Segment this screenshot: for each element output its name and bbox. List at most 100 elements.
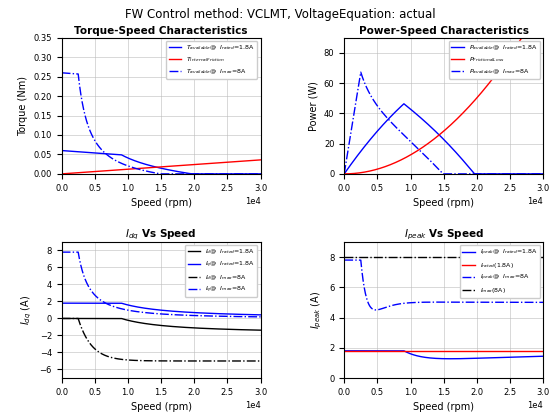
- $T_{InternalFriction}$: [257, 158, 264, 163]
- $I_{peak}$@  $I_{max}$=8A: [536, 300, 543, 305]
- $I_{peak}$@  $I_{rated}$=1.8A: [375, 348, 382, 353]
- $I_{peak}$@  $I_{max}$=8A: [426, 299, 432, 304]
- $P_{FrictionalLoss}$: [515, 41, 521, 46]
- $I_q$@  $I_{rated}$=1.8A: [58, 301, 65, 306]
- $I_{peak}$@  $I_{rated}$=1.8A: [536, 354, 543, 359]
- $T_{InternalFriction}$: [93, 169, 100, 174]
- $I_d$@  $I_{rated}$=1.8A: [58, 316, 65, 321]
- X-axis label: Speed (rpm): Speed (rpm): [130, 198, 192, 208]
- $T_{available}$@  $I_{rated}$=1.8A: [134, 159, 141, 164]
- $T_{InternalFriction}$: [58, 171, 65, 176]
- $T_{available}$@  $I_{max}$=8A: [232, 171, 239, 176]
- Line: $T_{available}$@  $I_{max}$=8A: $T_{available}$@ $I_{max}$=8A: [62, 73, 260, 174]
- Text: FW Control method: VCLMT, VoltageEquation: actual: FW Control method: VCLMT, VoltageEquatio…: [125, 8, 435, 21]
- $I_d$@  $I_{rated}$=1.8A: [253, 328, 260, 333]
- Line: $T_{InternalFriction}$: $T_{InternalFriction}$: [62, 160, 260, 174]
- $I_q$@  $I_{rated}$=1.8A: [253, 312, 260, 317]
- $I_q$@  $I_{rated}$=1.8A: [257, 312, 264, 318]
- Title: Torque-Speed Characteristics: Torque-Speed Characteristics: [74, 26, 248, 36]
- $P_{available}$@  $I_{rated}$=1.8A: [417, 115, 424, 120]
- $P_{available}$@  $I_{max}$=8A: [536, 171, 543, 176]
- $I_q$@  $I_{max}$=8A: [232, 314, 239, 319]
- $T_{InternalFriction}$: [81, 170, 88, 175]
- Y-axis label: Power (W): Power (W): [309, 81, 318, 131]
- $I_{peak}$@  $I_{max}$=8A: [540, 300, 547, 305]
- $I_{peak}$@  $I_{rated}$=1.8A: [426, 355, 432, 360]
- $P_{available}$@  $I_{rated}$=1.8A: [515, 171, 521, 176]
- $T_{available}$@  $I_{max}$=8A: [257, 171, 264, 176]
- Y-axis label: $I_{peak}$ (A): $I_{peak}$ (A): [309, 291, 324, 329]
- X-axis label: Speed (rpm): Speed (rpm): [413, 198, 474, 208]
- $I_{peak}$@  $I_{max}$=8A: [341, 257, 348, 262]
- $P_{available}$@  $I_{rated}$=1.8A: [400, 101, 407, 106]
- $I_{peak}$@  $I_{max}$=8A: [417, 300, 424, 305]
- Line: $I_{peak}$@  $I_{rated}$=1.8A: $I_{peak}$@ $I_{rated}$=1.8A: [344, 351, 543, 359]
- X-axis label: Speed (rpm): Speed (rpm): [130, 402, 192, 412]
- $P_{available}$@  $I_{rated}$=1.8A: [536, 171, 543, 176]
- $T_{available}$@  $I_{rated}$=1.8A: [143, 162, 150, 167]
- $P_{available}$@  $I_{rated}$=1.8A: [363, 141, 370, 146]
- Title: $I_{peak}$ Vs Speed: $I_{peak}$ Vs Speed: [404, 228, 484, 242]
- $I_q$@  $I_{rated}$=1.8A: [143, 306, 150, 311]
- $T_{InternalFriction}$: [143, 165, 150, 171]
- $T_{InternalFriction}$: [253, 158, 260, 163]
- $T_{available}$@  $I_{rated}$=1.8A: [93, 150, 100, 155]
- $I_q$@  $I_{max}$=8A: [134, 309, 141, 314]
- $T_{available}$@  $I_{max}$=8A: [157, 171, 164, 176]
- $T_{available}$@  $I_{rated}$=1.8A: [188, 171, 195, 176]
- $I_q$@  $I_{max}$=8A: [81, 275, 88, 280]
- $I_{peak}$@  $I_{rated}$=1.8A: [341, 348, 348, 353]
- $I_{rated}$(1.8A): [341, 348, 348, 353]
- $I_d$@  $I_{max}$=8A: [58, 316, 65, 321]
- $P_{available}$@  $I_{max}$=8A: [375, 105, 382, 110]
- $T_{available}$@  $I_{rated}$=1.8A: [257, 171, 264, 176]
- Legend: $I_d$@  $I_{rated}$=1.8A, $I_q$@  $I_{rated}$=1.8A, $I_d$@  $I_{max}$=8A, $I_q$@: $I_d$@ $I_{rated}$=1.8A, $I_q$@ $I_{rate…: [185, 245, 258, 297]
- $I_{peak}$@  $I_{max}$=8A: [372, 307, 379, 312]
- $I_q$@  $I_{rated}$=1.8A: [134, 304, 141, 310]
- $I_d$@  $I_{rated}$=1.8A: [81, 316, 88, 321]
- $P_{available}$@  $I_{max}$=8A: [363, 86, 370, 91]
- $T_{available}$@  $I_{max}$=8A: [253, 171, 260, 176]
- $I_{rated}$(1.8A): [341, 348, 348, 353]
- Line: $I_q$@  $I_{max}$=8A: $I_q$@ $I_{max}$=8A: [62, 252, 260, 317]
- $P_{available}$@  $I_{rated}$=1.8A: [426, 123, 432, 128]
- $P_{FrictionalLoss}$: [426, 140, 432, 145]
- Line: $I_q$@  $I_{rated}$=1.8A: $I_q$@ $I_{rated}$=1.8A: [62, 303, 260, 315]
- $P_{available}$@  $I_{max}$=8A: [515, 171, 521, 176]
- $P_{FrictionalLoss}$: [540, 0, 547, 5]
- $P_{FrictionalLoss}$: [341, 171, 348, 176]
- $P_{FrictionalLoss}$: [536, 7, 543, 12]
- $I_d$@  $I_{max}$=8A: [134, 358, 141, 363]
- $I_d$@  $I_{rated}$=1.8A: [93, 316, 100, 321]
- $I_{peak}$@  $I_{rated}$=1.8A: [515, 354, 521, 360]
- X-axis label: Speed (rpm): Speed (rpm): [413, 402, 474, 412]
- $I_d$@  $I_{max}$=8A: [81, 332, 88, 337]
- $I_{peak}$@  $I_{rated}$=1.8A: [447, 356, 454, 361]
- $I_q$@  $I_{rated}$=1.8A: [81, 301, 88, 306]
- $I_q$@  $I_{max}$=8A: [143, 310, 150, 315]
- $I_q$@  $I_{rated}$=1.8A: [93, 301, 100, 306]
- Line: $P_{FrictionalLoss}$: $P_{FrictionalLoss}$: [344, 3, 543, 174]
- $T_{available}$@  $I_{max}$=8A: [93, 140, 100, 145]
- $I_q$@  $I_{max}$=8A: [93, 294, 100, 299]
- Title: $I_{dq}$ Vs Speed: $I_{dq}$ Vs Speed: [125, 228, 197, 242]
- Line: $I_d$@  $I_{rated}$=1.8A: $I_d$@ $I_{rated}$=1.8A: [62, 318, 260, 330]
- $I_{peak}$@  $I_{max}$=8A: [375, 307, 382, 312]
- $I_{peak}$@  $I_{rated}$=1.8A: [540, 354, 547, 359]
- $I_{peak}$@  $I_{rated}$=1.8A: [417, 354, 424, 359]
- $I_d$@  $I_{rated}$=1.8A: [257, 328, 264, 333]
- $I_d$@  $I_{max}$=8A: [232, 358, 239, 363]
- $T_{available}$@  $I_{rated}$=1.8A: [81, 150, 88, 155]
- $P_{available}$@  $I_{max}$=8A: [540, 171, 547, 176]
- $P_{FrictionalLoss}$: [417, 146, 424, 151]
- $I_d$@  $I_{max}$=8A: [253, 358, 260, 363]
- $T_{InternalFriction}$: [232, 159, 239, 164]
- Title: Power-Speed Characteristics: Power-Speed Characteristics: [359, 26, 529, 36]
- $P_{available}$@  $I_{max}$=8A: [417, 149, 424, 154]
- Line: $P_{available}$@  $I_{max}$=8A: $P_{available}$@ $I_{max}$=8A: [344, 72, 543, 174]
- $I_{max}$(8A): [341, 255, 348, 260]
- $I_q$@  $I_{max}$=8A: [257, 314, 264, 319]
- $T_{available}$@  $I_{rated}$=1.8A: [253, 171, 260, 176]
- Line: $T_{available}$@  $I_{rated}$=1.8A: $T_{available}$@ $I_{rated}$=1.8A: [62, 150, 260, 174]
- Legend: $I_{peak}$@  $I_{rated}$=1.8A, $I_{rated}$(1.8A), $I_{peak}$@  $I_{max}$=8A, $I_: $I_{peak}$@ $I_{rated}$=1.8A, $I_{rated}…: [460, 245, 540, 298]
